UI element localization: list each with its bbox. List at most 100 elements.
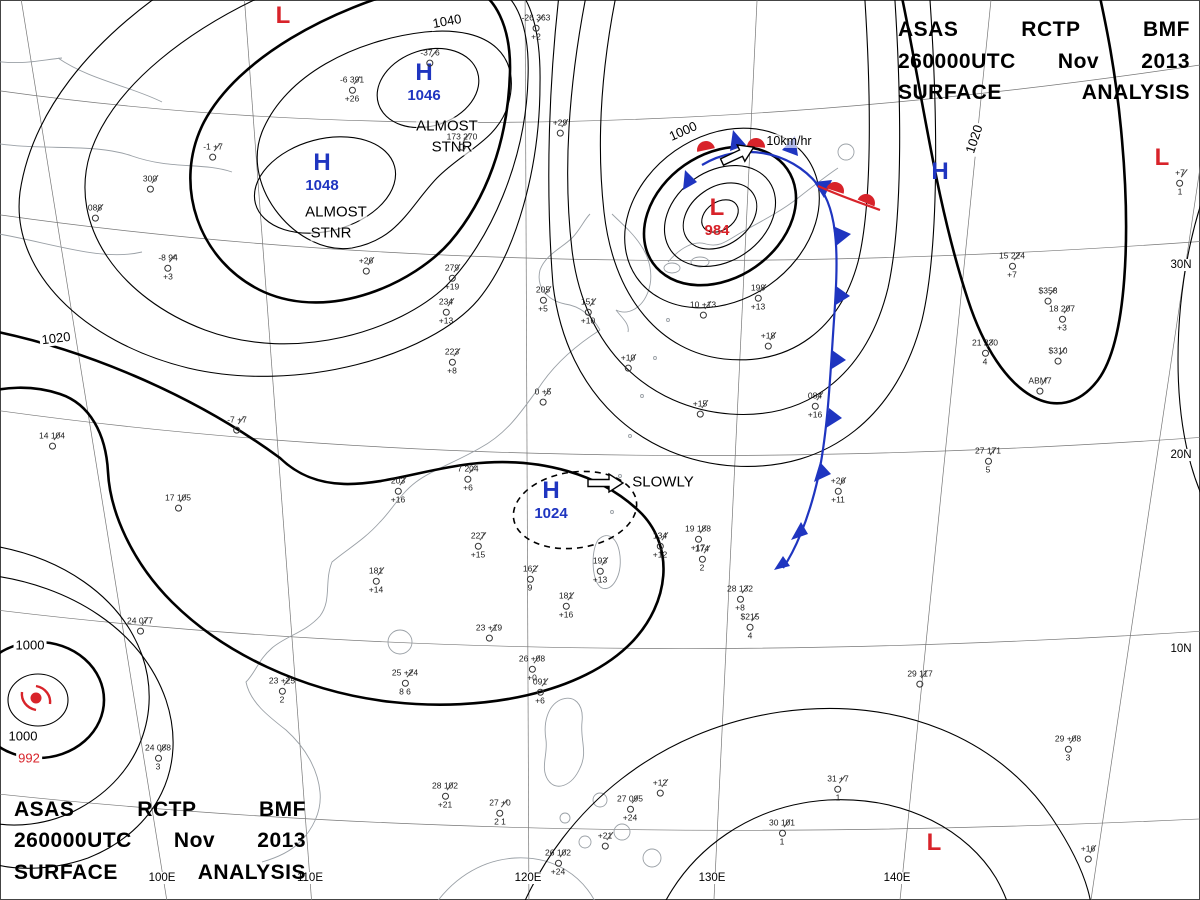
title-line-1: ASAS RCTP BMF [14, 797, 306, 821]
annotation-10km-hr: 10km/hr [766, 134, 812, 148]
station-plot: -7 +7 [227, 415, 247, 435]
station-circle-icon [754, 294, 762, 302]
pressure-letter: L [709, 194, 725, 221]
coastlines [0, 57, 855, 900]
grid-label-30N: 30N [1169, 259, 1193, 271]
pressure-center-h1048: H 1048 [305, 149, 338, 194]
station-circle-icon [656, 789, 664, 797]
station-values-top: 24 077 [127, 615, 153, 626]
isobar-1044 [256, 30, 512, 250]
station-values-top: 28 132 [727, 583, 753, 594]
station-values-top: +10 [620, 352, 636, 363]
station-circle-icon [91, 214, 99, 222]
station-values-bottom: +7 [1007, 269, 1017, 280]
station-plot: 10 +13 [690, 300, 716, 320]
isobar-1020-east [901, 0, 1128, 405]
station-plot: 181 +16 [558, 590, 574, 621]
isobar-label-1020: 1020 [961, 121, 987, 157]
station-plot: 162 9 [523, 564, 537, 594]
station-plot: 23 +19 [475, 622, 503, 643]
station-plot: -8 94 +3 [158, 253, 177, 283]
isobar-1024-dashed [512, 470, 638, 550]
station-values-top: 084 [807, 390, 823, 401]
station-values-top: 23 +19 [475, 622, 503, 633]
station-circle-icon [539, 296, 547, 304]
grid-label-130E: 130E [697, 872, 727, 884]
station-plot: 279 +19 [444, 263, 460, 293]
grid-label-10N: 10N [1169, 643, 1193, 655]
station-values-top: 234 [438, 296, 454, 307]
station-values-top: 203 [390, 475, 406, 486]
grid-label-20N: 20N [1169, 449, 1193, 461]
station-circle-icon [626, 805, 634, 813]
station-values-top: 29 117 [907, 668, 933, 679]
station-plot: 15 224 +7 [999, 250, 1025, 281]
pressure-letter: H [313, 149, 331, 176]
station-values-bottom: +14 [368, 584, 384, 595]
station-plot: -6 391 +26 [340, 75, 364, 105]
pressure-value: 984 [704, 222, 730, 239]
station-plot: 27 095 +24 [617, 793, 643, 824]
station-circle-icon [528, 665, 536, 673]
station-values-top: 227 [470, 530, 486, 541]
title-block-top-right: ASAS RCTP BMF 260000UTC Nov 2013 SURFACE… [898, 14, 1190, 109]
station-plot: 193 +13 [592, 555, 608, 586]
station-circle-icon [348, 86, 356, 94]
station-values-top: 28 102 [432, 780, 458, 791]
station-plot: 25 +24 8 6 [392, 668, 418, 698]
station-values-top: 198 [750, 282, 766, 293]
station-circle-icon [811, 402, 819, 410]
station-values-bottom: +15 [470, 549, 486, 560]
slowly-arrow [587, 472, 625, 494]
speed-arrow [719, 144, 755, 167]
pressure-center-l: L [276, 4, 291, 28]
station-circle-icon [736, 595, 744, 603]
station-circle-icon [1176, 179, 1184, 187]
station-circle-icon [362, 267, 370, 275]
station-values-top: 27 095 [617, 793, 643, 804]
station-plot: 7 204 +6 [457, 464, 478, 494]
station-values-top: 181 [558, 590, 574, 601]
station-plot: 151 +10 [581, 297, 595, 327]
station-plot: 088 [88, 203, 102, 223]
station-circle-icon [554, 859, 562, 867]
station-values-top: 18 207 [1049, 303, 1075, 314]
station-circle-icon [624, 364, 632, 372]
station-plot: 26 102 +24 [545, 848, 571, 878]
station-values-top: 15 224 [999, 250, 1025, 261]
station-circle-icon [1054, 357, 1062, 365]
station-values-top: +26 [358, 255, 374, 266]
station-circle-icon [916, 680, 924, 688]
station-values-top: 300 [142, 173, 158, 184]
station-values-top: +16 [1080, 843, 1096, 854]
station-circle-icon [448, 274, 456, 282]
station-plot: 18 207 +3 [1049, 303, 1075, 334]
station-plot: 21 230 4 [972, 338, 998, 368]
station-values-top: 205 [535, 284, 551, 295]
station-circle-icon [174, 504, 182, 512]
station-circle-icon [464, 475, 472, 483]
station-values-bottom: +16 [807, 409, 823, 420]
pressure-center-h1046: H 1046 [407, 61, 441, 104]
station-plot: +18 [761, 331, 775, 351]
station-values-top: 19 188 [685, 523, 711, 534]
station-circle-icon [596, 567, 604, 575]
station-values-top: 29 +08 [1054, 733, 1082, 744]
station-plot: $215 4 [740, 611, 760, 642]
station-circle-icon [496, 809, 504, 817]
station-values-top: $215 [740, 611, 760, 622]
pressure-letter: H [931, 158, 949, 185]
title-block-bottom-left: ASAS RCTP BMF 260000UTC Nov 2013 SURFACE… [14, 794, 306, 889]
station-values-top: -26 363 [521, 12, 551, 23]
station-values-bottom: +0 [527, 672, 537, 683]
station-values-top: 193 [592, 555, 608, 566]
pressure-value: 1046 [407, 87, 441, 104]
station-values-bottom: +19 [444, 281, 460, 292]
station-circle-icon [696, 410, 704, 418]
annotation-almost: ALMOST [305, 203, 367, 221]
isobar-1004 [624, 127, 820, 309]
station-plot: 30 101 1 [769, 818, 795, 848]
station-plot: 19 188 +17 [685, 523, 711, 554]
station-values-bottom: 4 [982, 356, 988, 367]
